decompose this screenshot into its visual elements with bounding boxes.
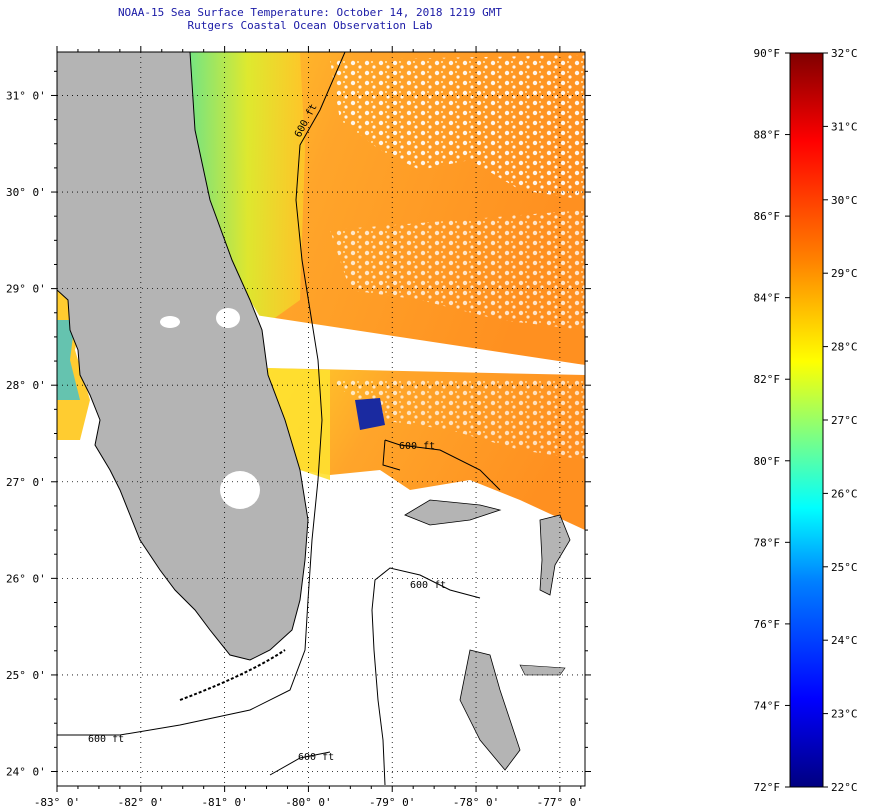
longitude-label: -77° 0': [537, 796, 583, 809]
latitude-label: 29° 0': [6, 283, 46, 296]
colorbar-f-label: 78°F: [754, 536, 781, 549]
contour-label: 600 ft: [399, 441, 435, 452]
colorbar-c-label: 27°C: [831, 414, 858, 427]
colorbar-f-label: 82°F: [754, 373, 781, 386]
bathymetry-contour: [382, 439, 501, 491]
map-title: NOAA-15 Sea Surface Temperature: October…: [117, 6, 503, 19]
colorbar-fahrenheit-labels: 90°F 88°F 86°F 84°F 82°F 80°F 78°F 76°F 74°F 72°F: [754, 47, 790, 794]
colorbar-c-label: 24°C: [831, 634, 858, 647]
longitude-labels: -83° 0' -82° 0' -81° 0' -80° 0' -79° 0' -78° …: [34, 796, 583, 809]
bathymetry-contour: [57, 52, 346, 736]
colorbar-f-label: 72°F: [754, 781, 781, 794]
andros-land: [459, 649, 521, 771]
colorbar-f-label: 86°F: [754, 210, 781, 223]
longitude-label: -81° 0': [201, 796, 247, 809]
colorbar-c-label: 28°C: [831, 341, 858, 354]
colorbar-c-label: 29°C: [831, 267, 858, 280]
latitude-label: 28° 0': [6, 379, 46, 392]
colorbar-f-label: 90°F: [754, 47, 781, 60]
colorbar-f-label: 74°F: [754, 699, 781, 712]
latitude-label: 31° 0': [6, 89, 46, 102]
colorbar-f-label: 76°F: [754, 618, 781, 631]
grand-bahama-land: [404, 499, 502, 526]
colorbar-f-label: 84°F: [754, 292, 781, 305]
colorbar-f-label: 80°F: [754, 455, 781, 468]
longitude-label: -78° 0': [453, 796, 499, 809]
latitude-label: 24° 0': [6, 766, 46, 779]
longitude-label: -79° 0': [369, 796, 415, 809]
cloud-gap-band: [255, 315, 585, 375]
colorbar-c-label: 30°C: [831, 194, 858, 207]
cloud-cover-south: [330, 380, 585, 460]
colorbar: [789, 52, 824, 788]
longitude-label: -80° 0': [285, 796, 331, 809]
latitude-label: 26° 0': [6, 572, 46, 585]
contour-label: 600 ft: [410, 580, 446, 591]
colorbar-c-label: 23°C: [831, 708, 858, 721]
bathymetry-contour: [269, 751, 331, 776]
latitude-labels: 31° 0' 30° 0' 29° 0' 28° 0' 27° 0' 26° 0' 25° …: [6, 89, 46, 778]
map-frame: [56, 51, 586, 787]
abaco-land: [539, 514, 571, 596]
longitude-label: -83° 0': [34, 796, 80, 809]
latitude-label: 30° 0': [6, 186, 46, 199]
longitude-label: -82° 0': [118, 796, 164, 809]
latitude-label: 25° 0': [6, 669, 46, 682]
map-subtitle: Rutgers Coastal Ocean Observation Lab: [187, 19, 433, 32]
colorbar-c-label: 32°C: [831, 47, 858, 60]
colorbar-c-label: 26°C: [831, 487, 858, 500]
colorbar-c-label: 25°C: [831, 561, 858, 574]
sst-coastal-strip-north: [190, 52, 305, 325]
contour-label: 600 ft: [88, 734, 124, 745]
colorbar-c-label: 31°C: [831, 120, 858, 133]
cloud-cover-north: [330, 55, 585, 200]
contour-label: 600 ft: [298, 752, 334, 763]
cloud-cover-mid: [330, 210, 585, 330]
florida-keys: [179, 649, 286, 701]
colorbar-f-label: 88°F: [754, 129, 781, 142]
lake-okeechobee: [220, 471, 260, 509]
latitude-label: 27° 0': [6, 476, 46, 489]
bathymetry-contour: [371, 567, 481, 786]
colorbar-celsius-labels: 32°C 31°C 30°C 29°C 28°C 27°C 26°C 25°C 24°C 23°C…: [823, 47, 858, 794]
colorbar-c-label: 22°C: [831, 781, 858, 794]
map-plot-area: [57, 52, 585, 786]
